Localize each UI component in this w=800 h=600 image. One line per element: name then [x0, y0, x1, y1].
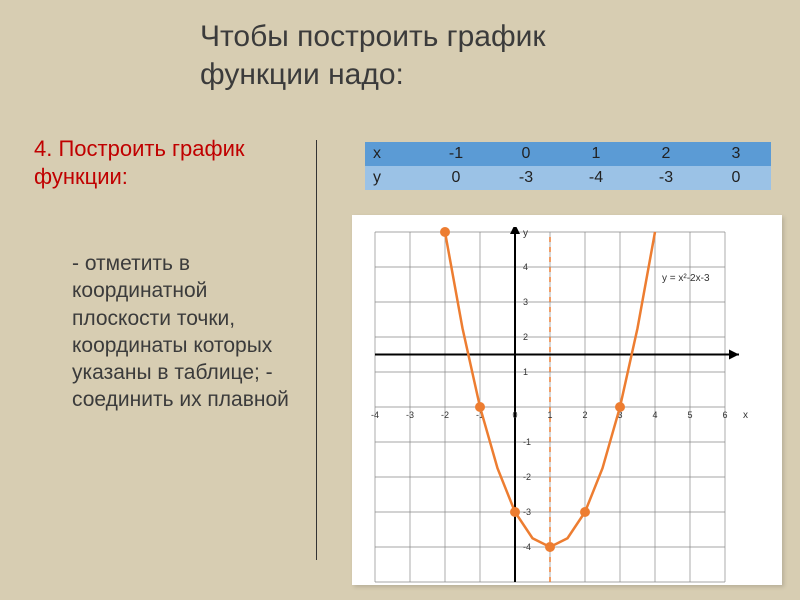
svg-text:-1: -1: [523, 437, 531, 447]
page-title: Чтобы построить график функции надо:: [200, 18, 546, 93]
chart-container: -4-3-2-10123456-4-3-2-11234xyу = x²-2x-3: [352, 215, 782, 585]
step-body: - отметить в координатной плоскости точк…: [72, 250, 302, 414]
svg-text:-2: -2: [523, 472, 531, 482]
table-cell: 0: [491, 142, 561, 166]
svg-text:-3: -3: [406, 410, 414, 420]
svg-text:3: 3: [523, 297, 528, 307]
table-row: x -1 0 1 2 3: [365, 142, 771, 166]
table-cell: -1: [421, 142, 491, 166]
svg-text:-3: -3: [523, 507, 531, 517]
table-cell: -3: [631, 166, 701, 190]
step-heading: 4. Построить график функции:: [34, 135, 294, 190]
title-line2: функции надо:: [200, 58, 404, 91]
table-x-label: x: [365, 142, 421, 166]
svg-text:1: 1: [547, 410, 552, 420]
svg-text:4: 4: [523, 262, 528, 272]
svg-text:1: 1: [523, 367, 528, 377]
table-y-label: y: [365, 166, 421, 190]
table-cell: -3: [491, 166, 561, 190]
svg-text:x: x: [743, 410, 748, 421]
table-cell: 2: [631, 142, 701, 166]
table-cell: -4: [561, 166, 631, 190]
svg-text:y: y: [523, 228, 528, 239]
svg-text:у = x²-2x-3: у = x²-2x-3: [662, 273, 710, 284]
svg-text:2: 2: [582, 410, 587, 420]
vertical-rule: [316, 140, 317, 560]
table-cell: 0: [701, 166, 771, 190]
svg-text:-2: -2: [441, 410, 449, 420]
table-row: y 0 -3 -4 -3 0: [365, 166, 771, 190]
table-cell: 0: [421, 166, 491, 190]
svg-text:0: 0: [512, 410, 517, 420]
svg-text:-4: -4: [371, 410, 379, 420]
table-cell: 1: [561, 142, 631, 166]
svg-text:-4: -4: [523, 542, 531, 552]
svg-text:4: 4: [652, 410, 657, 420]
svg-text:2: 2: [523, 332, 528, 342]
title-line1: Чтобы построить график: [200, 20, 546, 53]
step-number: 4.: [34, 136, 52, 161]
svg-text:5: 5: [687, 410, 692, 420]
table-cell: 3: [701, 142, 771, 166]
values-table: x -1 0 1 2 3 y 0 -3 -4 -3 0: [365, 142, 771, 190]
parabola-chart: -4-3-2-10123456-4-3-2-11234xyу = x²-2x-3: [370, 227, 785, 587]
svg-text:6: 6: [722, 410, 727, 420]
step-heading-text: Построить график функции:: [34, 136, 245, 189]
